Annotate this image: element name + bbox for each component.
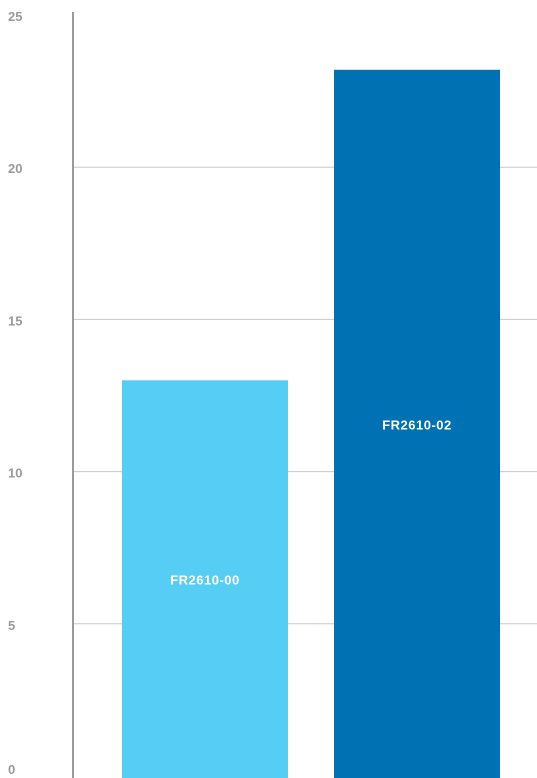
- y-tick-label-5: 5: [8, 618, 15, 633]
- bar-fr2610-02: [334, 69, 500, 778]
- bars: [122, 69, 500, 778]
- y-tick-labels: 0 5 10 15 20 25: [8, 9, 22, 777]
- bar-label-fr2610-02: FR2610-02: [382, 417, 452, 432]
- y-tick-label-15: 15: [8, 313, 22, 328]
- y-tick-label-20: 20: [8, 161, 22, 176]
- y-tick-label-0: 0: [8, 762, 15, 777]
- bar-labels: FR2610-00 FR2610-02: [170, 417, 452, 588]
- bar-label-fr2610-00: FR2610-00: [170, 573, 240, 588]
- bar-fr2610-00: [122, 380, 288, 778]
- y-tick-label-25: 25: [8, 9, 22, 24]
- y-tick-label-10: 10: [8, 466, 22, 481]
